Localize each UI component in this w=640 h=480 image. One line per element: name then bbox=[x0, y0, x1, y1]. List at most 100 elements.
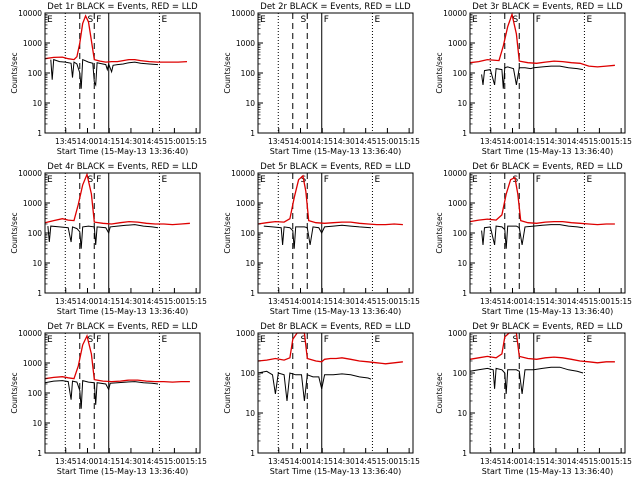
x-tick-label: 13:45 bbox=[55, 297, 77, 306]
panel-title: Det 5r BLACK = Events, RED = LLD bbox=[260, 162, 411, 172]
x-tick-label: 14:00 bbox=[77, 457, 99, 466]
x-axis-label: Start Time (15-May-13 13:36:40) bbox=[270, 147, 401, 156]
events-series-line bbox=[469, 366, 584, 394]
x-axis-label: Start Time (15-May-13 13:36:40) bbox=[270, 467, 401, 476]
interval-marker-label: E bbox=[260, 15, 266, 25]
y-axis-label: Counts/sec bbox=[223, 212, 232, 253]
interval-marker-label: F bbox=[324, 335, 329, 345]
y-tick-label: 10 bbox=[245, 409, 255, 418]
panel-det-7: Det 7r BLACK = Events, RED = LLD E S F E 1 10 1… bbox=[10, 322, 207, 476]
interval-marker-label: E bbox=[586, 335, 592, 345]
y-tick-label: 100 bbox=[28, 229, 43, 238]
x-tick-label: 13:45 bbox=[55, 457, 77, 466]
interval-marker-label: F bbox=[96, 175, 101, 185]
interval-marker-label: F bbox=[536, 335, 541, 345]
interval-marker-label: S bbox=[301, 15, 307, 25]
y-tick-label: 100 bbox=[453, 69, 468, 78]
interval-marker-label: F bbox=[324, 15, 329, 25]
x-tick-label: 13:45 bbox=[480, 137, 502, 146]
y-tick-label: 1000 bbox=[236, 39, 255, 48]
y-tick-label: 10 bbox=[245, 99, 255, 108]
x-axis-label: Start Time (15-May-13 13:36:40) bbox=[482, 307, 613, 316]
x-tick-label: 14:15 bbox=[98, 137, 120, 146]
plot-frame bbox=[469, 172, 626, 294]
panel-title: Det 4r BLACK = Events, RED = LLD bbox=[47, 162, 198, 172]
x-tick-label: 15:15 bbox=[185, 297, 207, 306]
x-tick-label: 15:00 bbox=[164, 457, 186, 466]
x-axis-label: Start Time (15-May-13 13:36:40) bbox=[57, 147, 188, 156]
interval-marker-label: S bbox=[88, 335, 94, 345]
y-axis-label: Counts/sec bbox=[223, 372, 232, 413]
x-tick-label: 13:45 bbox=[55, 137, 77, 146]
interval-marker-label: E bbox=[47, 335, 53, 345]
panel-title: Det 8r BLACK = Events, RED = LLD bbox=[260, 322, 411, 332]
x-tick-label: 14:00 bbox=[502, 137, 524, 146]
y-tick-label: 1 bbox=[37, 289, 42, 298]
x-tick-label: 14:15 bbox=[311, 457, 333, 466]
x-tick-label: 15:00 bbox=[164, 297, 186, 306]
y-tick-label: 10000 bbox=[18, 169, 42, 178]
x-tick-label: 15:00 bbox=[377, 457, 399, 466]
lld-series-line bbox=[44, 172, 190, 226]
x-tick-label: 14:45 bbox=[142, 297, 164, 306]
x-tick-label: 14:45 bbox=[142, 137, 164, 146]
x-tick-label: 15:15 bbox=[610, 137, 632, 146]
x-axis-label: Start Time (15-May-13 13:36:40) bbox=[482, 467, 613, 476]
x-tick-label: 13:45 bbox=[268, 297, 290, 306]
events-series-line bbox=[257, 370, 372, 402]
x-tick-label: 14:30 bbox=[120, 457, 142, 466]
y-tick-label: 1000 bbox=[23, 39, 42, 48]
interval-marker-label: S bbox=[513, 15, 519, 25]
y-tick-label: 1000 bbox=[448, 329, 467, 338]
plot-frame bbox=[44, 332, 201, 454]
x-tick-label: 15:00 bbox=[589, 297, 611, 306]
y-tick-label: 10 bbox=[32, 99, 42, 108]
x-tick-label: 14:00 bbox=[77, 297, 99, 306]
interval-marker-label: S bbox=[513, 335, 519, 345]
interval-marker-label: S bbox=[301, 335, 307, 345]
interval-marker-label: E bbox=[161, 175, 167, 185]
interval-marker-label: E bbox=[47, 175, 53, 185]
lld-series-line bbox=[257, 332, 403, 365]
y-tick-label: 100 bbox=[453, 229, 468, 238]
y-tick-label: 1000 bbox=[448, 199, 467, 208]
lld-series-line bbox=[469, 176, 615, 226]
x-tick-label: 14:45 bbox=[567, 137, 589, 146]
y-tick-label: 100 bbox=[241, 229, 256, 238]
interval-marker-label: F bbox=[96, 335, 101, 345]
interval-marker-label: E bbox=[47, 15, 53, 25]
lld-series-line bbox=[469, 332, 615, 364]
x-tick-label: 14:15 bbox=[98, 457, 120, 466]
x-axis-label: Start Time (15-May-13 13:36:40) bbox=[482, 147, 613, 156]
x-tick-label: 15:00 bbox=[589, 137, 611, 146]
x-tick-label: 15:00 bbox=[377, 297, 399, 306]
y-tick-label: 10 bbox=[32, 419, 42, 428]
y-tick-label: 100 bbox=[241, 69, 256, 78]
interval-marker-label: E bbox=[374, 15, 380, 25]
events-series-line bbox=[44, 379, 159, 409]
y-axis-label: Counts/sec bbox=[10, 52, 19, 93]
plot-frame bbox=[44, 172, 201, 294]
x-tick-label: 15:15 bbox=[398, 457, 420, 466]
x-tick-label: 14:45 bbox=[355, 457, 377, 466]
y-tick-label: 10000 bbox=[18, 9, 42, 18]
x-tick-label: 14:15 bbox=[523, 297, 545, 306]
x-tick-label: 14:45 bbox=[355, 297, 377, 306]
x-tick-label: 14:15 bbox=[523, 137, 545, 146]
x-tick-label: 14:45 bbox=[142, 457, 164, 466]
x-tick-label: 14:45 bbox=[567, 457, 589, 466]
lld-series-line bbox=[44, 333, 190, 383]
y-tick-label: 1000 bbox=[448, 39, 467, 48]
interval-marker-label: E bbox=[472, 15, 478, 25]
y-tick-label: 1000 bbox=[23, 199, 42, 208]
lld-series-line bbox=[44, 14, 188, 63]
y-tick-label: 1 bbox=[37, 129, 42, 138]
y-tick-label: 100 bbox=[453, 369, 468, 378]
x-tick-label: 14:45 bbox=[355, 137, 377, 146]
x-tick-label: 15:15 bbox=[185, 137, 207, 146]
x-tick-label: 14:30 bbox=[545, 457, 567, 466]
plot-frame bbox=[257, 332, 414, 454]
events-series-line bbox=[481, 65, 584, 89]
